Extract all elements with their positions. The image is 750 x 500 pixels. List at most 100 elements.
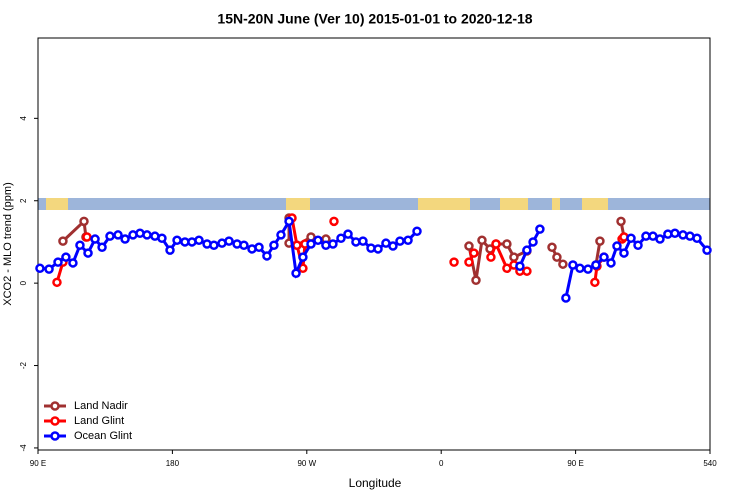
- data-point: [254, 242, 264, 253]
- data-point: [388, 241, 398, 251]
- data-point: [61, 252, 71, 262]
- x-tick-label: 90 E: [567, 459, 583, 468]
- data-point: [165, 245, 175, 255]
- data-point: [276, 230, 286, 240]
- data-point: [336, 233, 346, 243]
- data-point: [269, 240, 279, 250]
- data-point: [53, 257, 63, 267]
- data-point: [35, 263, 45, 274]
- data-point: [224, 236, 234, 246]
- data-point: [313, 235, 323, 246]
- data-point: [502, 239, 512, 249]
- data-point: [82, 232, 92, 242]
- data-point: [606, 258, 616, 268]
- data-point: [75, 240, 85, 250]
- data-point: [692, 233, 702, 243]
- data-point: [83, 248, 93, 258]
- data-point: [502, 263, 512, 274]
- legend-marker: [50, 401, 60, 411]
- legend-label: Land Nadir: [74, 400, 128, 412]
- data-point: [113, 230, 123, 240]
- data-point: [469, 248, 479, 258]
- data-point: [284, 216, 294, 227]
- data-point: [239, 240, 249, 250]
- map-strip: [38, 198, 710, 210]
- data-point: [547, 242, 557, 253]
- data-point: [298, 252, 308, 262]
- data-point: [670, 228, 680, 239]
- data-point: [358, 236, 368, 246]
- data-point: [403, 235, 413, 246]
- data-point: [142, 230, 152, 240]
- legend-label: Land Glint: [74, 415, 124, 427]
- data-point: [583, 264, 593, 274]
- data-point: [522, 245, 532, 255]
- data-point: [306, 239, 316, 249]
- data-point: [486, 252, 496, 262]
- data-point: [522, 266, 532, 276]
- data-point: [328, 239, 338, 249]
- x-tick-label: 540: [703, 459, 717, 468]
- data-point: [412, 226, 422, 236]
- data-point: [655, 234, 665, 244]
- data-point: [619, 248, 629, 258]
- data-point: [97, 242, 107, 253]
- x-tick-label: 90 E: [30, 459, 46, 468]
- data-point: [194, 235, 204, 246]
- data-point: [79, 216, 89, 227]
- data-point: [157, 233, 167, 243]
- y-axis-label: XCO2 - MLO trend (ppm): [2, 182, 14, 305]
- data-point: [52, 277, 62, 288]
- y-tick-label: 2: [19, 198, 28, 203]
- y-tick-label: 4: [19, 116, 28, 121]
- data-point: [172, 235, 182, 246]
- data-point: [292, 240, 302, 250]
- data-point: [616, 216, 626, 227]
- y-tick-label: -4: [19, 444, 28, 452]
- data-point: [90, 234, 100, 244]
- y-tick-label: -2: [19, 361, 28, 369]
- data-point: [528, 237, 538, 247]
- data-point: [329, 216, 339, 227]
- data-point: [626, 233, 636, 243]
- data-point: [471, 275, 481, 286]
- data-point: [595, 236, 605, 246]
- data-point: [491, 239, 501, 249]
- x-tick-label: 0: [439, 459, 444, 468]
- x-axis-label: Longitude: [349, 476, 402, 490]
- data-point: [568, 260, 578, 270]
- data-point: [464, 241, 474, 251]
- y-tick-label: 0: [19, 280, 28, 285]
- data-point: [209, 240, 219, 250]
- data-point: [58, 236, 68, 246]
- data-point: [449, 257, 459, 267]
- data-point: [591, 260, 601, 270]
- data-point: [515, 261, 525, 271]
- data-point: [552, 252, 562, 262]
- data-point: [558, 259, 568, 269]
- data-point: [633, 240, 643, 250]
- data-point: [509, 252, 519, 262]
- data-point: [599, 252, 609, 262]
- data-point: [44, 264, 54, 274]
- data-point: [575, 263, 585, 274]
- data-point: [291, 268, 301, 279]
- data-point: [590, 277, 600, 288]
- plot-frame: [37, 37, 711, 451]
- legend-marker: [50, 416, 60, 426]
- x-tick-label: 180: [166, 459, 180, 468]
- data-point: [120, 234, 130, 244]
- data-point: [702, 245, 712, 255]
- data-point: [68, 258, 78, 268]
- x-tick-label: 90 W: [297, 459, 316, 468]
- legend-label: Ocean Glint: [74, 430, 132, 442]
- data-point: [343, 229, 353, 239]
- data-point: [262, 251, 272, 261]
- data-point: [612, 241, 622, 251]
- data-point: [477, 235, 487, 246]
- data-point: [105, 231, 115, 241]
- data-point: [535, 224, 545, 234]
- chart-title: 15N-20N June (Ver 10) 2015-01-01 to 2020…: [217, 11, 532, 27]
- data-point: [561, 293, 571, 303]
